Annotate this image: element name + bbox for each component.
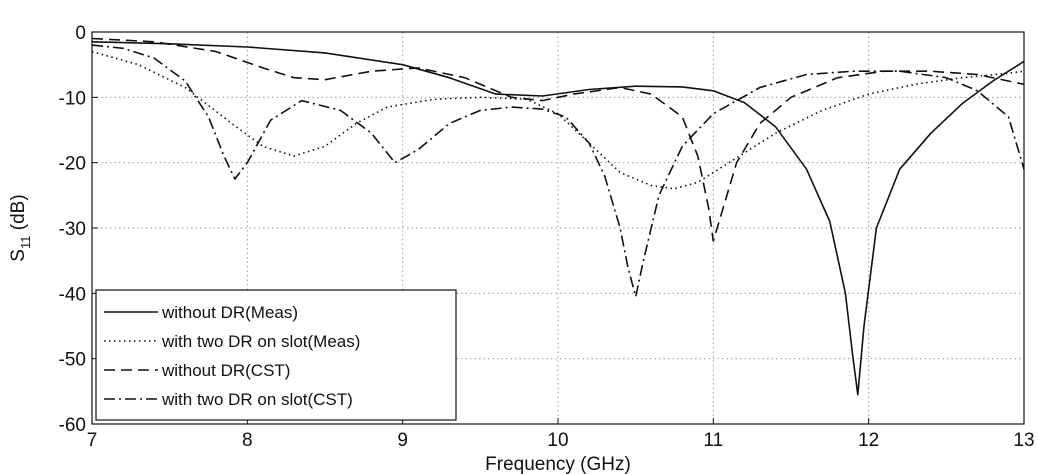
legend-label-4: with two DR on slot(CST) <box>161 390 353 409</box>
y-tick-label: -10 <box>59 88 86 109</box>
series-line-4 <box>91 44 1025 298</box>
y-tick-label: -50 <box>59 350 86 371</box>
data-series <box>91 37 1025 396</box>
y-tick-label: -40 <box>59 284 86 305</box>
series-line-1 <box>91 41 1025 396</box>
axis-ticks: 7 8 9 10 11 12 13 0 -10 -20 -30 -40 -50 -60 <box>59 23 1035 451</box>
y-tick-label: 0 <box>75 23 86 44</box>
x-tick-label: 10 <box>547 430 568 451</box>
x-tick-label: 13 <box>1013 430 1034 451</box>
y-axis-label-main: S <box>8 249 29 262</box>
series-line-3 <box>91 37 1025 242</box>
y-tick-label: -30 <box>59 219 86 240</box>
x-tick-label: 8 <box>242 430 253 451</box>
x-tick-label: 11 <box>703 430 723 451</box>
y-tick-label: -60 <box>59 415 86 436</box>
y-axis-label: S11 (dB) <box>8 194 33 261</box>
y-axis-label-unit: (dB) <box>8 194 29 235</box>
legend-label-2: with two DR on slot(Meas) <box>161 332 360 351</box>
legend-label-1: without DR(Meas) <box>161 303 298 322</box>
legend-label-3: without DR(CST) <box>161 361 290 380</box>
x-tick-label: 7 <box>87 430 98 451</box>
legend: without DR(Meas) with two DR on slot(Meas… <box>95 289 457 421</box>
y-tick-label: -20 <box>59 154 86 175</box>
y-axis-label-subscript: 11 <box>18 236 33 250</box>
x-tick-label: 9 <box>397 430 408 451</box>
x-tick-label: 12 <box>858 430 879 451</box>
x-axis-label: Frequency (GHz) <box>485 454 631 474</box>
